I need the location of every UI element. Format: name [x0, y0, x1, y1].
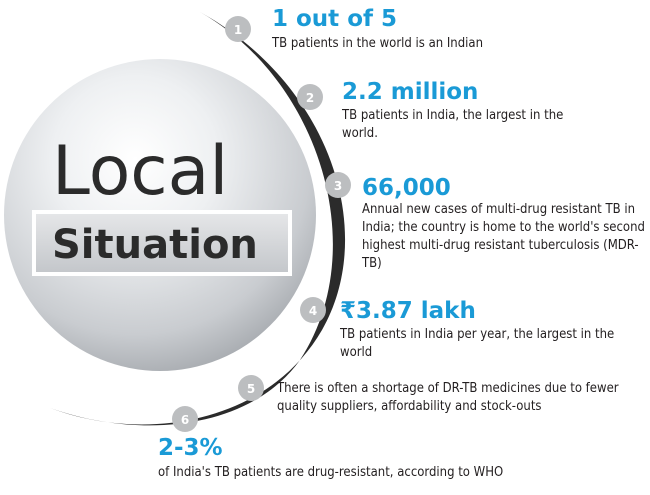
point-1-text: TB patients in the world is an Indian [272, 36, 483, 51]
point-6-text: of India's TB patients are drug-resistan… [158, 465, 504, 480]
svg-text:2: 2 [306, 91, 314, 105]
point-6-headline: 2-3% [158, 435, 223, 461]
title-line-1: Local [52, 132, 228, 211]
point-4-text: TB patients in India per year, the large… [340, 327, 615, 360]
number-badge-1: 1 [225, 16, 251, 42]
number-badge-3: 3 [325, 172, 351, 198]
svg-text:6: 6 [181, 413, 189, 427]
point-3-headline: 66,000 [362, 175, 451, 201]
point-3-text: Annual new cases of multi-drug resistant… [362, 202, 645, 271]
svg-text:3: 3 [334, 179, 342, 193]
title-line-2: Situation [52, 222, 258, 268]
svg-text:1: 1 [234, 23, 242, 37]
title-bar [32, 210, 292, 276]
point-4-headline: ₹3.87 lakh [340, 298, 476, 324]
svg-text:5: 5 [247, 382, 255, 396]
point-2-headline: 2.2 million [342, 79, 479, 105]
number-badge-2: 2 [297, 84, 323, 110]
number-badge-4: 4 [300, 297, 326, 323]
point-2-text: TB patients in India, the largest in the… [342, 108, 564, 141]
number-badge-6: 6 [172, 406, 198, 432]
point-5-text: There is often a shortage of DR-TB medic… [277, 381, 619, 414]
number-badge-5: 5 [238, 375, 264, 401]
svg-text:4: 4 [309, 304, 317, 318]
point-1-headline: 1 out of 5 [272, 6, 398, 32]
